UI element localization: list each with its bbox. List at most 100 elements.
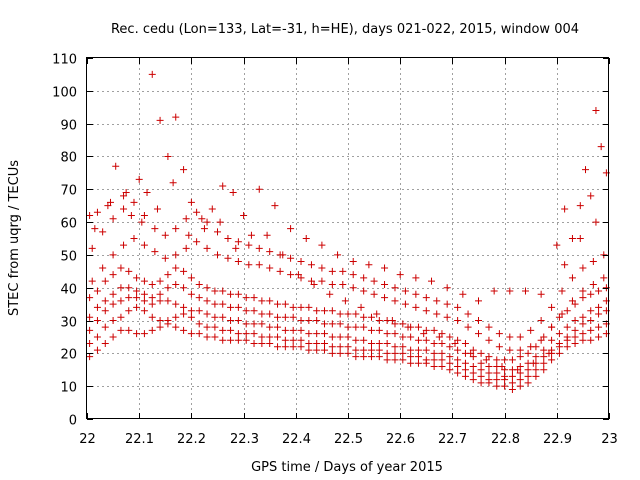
data-point [255,244,263,252]
data-point [164,297,172,305]
data-point [399,349,407,357]
data-point [234,238,242,246]
data-point [88,244,96,252]
data-point [545,349,553,357]
data-point [461,366,469,374]
data-point [477,359,485,367]
data-point [208,205,216,213]
data-point [242,320,250,328]
data-point [401,300,409,308]
data-point [313,330,321,338]
data-point [125,294,133,302]
data-point [101,340,109,348]
data-point [582,166,590,174]
data-point [524,349,532,357]
data-point [477,366,485,374]
data-point [527,343,535,351]
data-point [187,307,195,315]
data-point [370,277,378,285]
data-point [125,284,133,292]
data-point [352,323,360,331]
data-point [339,280,347,288]
data-point [313,307,321,315]
data-point [274,333,282,341]
data-point [140,212,148,220]
data-point [240,212,248,220]
data-point [404,323,412,331]
data-point [579,264,587,272]
data-point [433,297,441,305]
data-point [595,333,603,341]
data-point [516,382,524,390]
data-point [454,356,462,364]
data-point [266,333,274,341]
chart-title: Rec. cedu (Lon=133, Lat=-31, h=HE), days… [111,22,579,37]
data-point [375,346,383,354]
data-point [555,349,563,357]
data-point [532,366,540,374]
data-point [571,340,579,348]
data-point [148,70,156,78]
data-point [381,294,389,302]
data-point [305,317,313,325]
x-tick-label: 22.4 [282,432,311,447]
data-point [133,330,141,338]
data-point [469,376,477,384]
data-point [227,326,235,334]
data-point [469,369,477,377]
data-point [328,349,336,357]
data-point [250,330,258,338]
data-point [266,264,274,272]
data-point [211,333,219,341]
data-point [420,330,428,338]
data-point [224,254,232,262]
data-point [227,290,235,298]
data-point [391,284,399,292]
data-point [130,198,138,206]
data-point [289,336,297,344]
data-point [164,152,172,160]
data-point [274,300,282,308]
data-point [490,287,498,295]
data-point [595,287,603,295]
data-point [563,323,571,331]
data-point [245,261,253,269]
data-point [133,303,141,311]
data-point [344,349,352,357]
data-point [328,343,336,351]
data-point [579,330,587,338]
data-point [161,231,169,239]
data-point [172,300,180,308]
data-point [86,313,94,321]
data-point [219,336,227,344]
data-point [250,307,258,315]
data-point [117,326,125,334]
data-point [493,376,501,384]
data-point [532,353,540,361]
data-point [247,231,255,239]
axis-ticks [87,58,610,420]
data-point [117,313,125,321]
data-point [172,251,180,259]
data-point [422,336,430,344]
data-point [493,369,501,377]
data-point [461,372,469,380]
data-point [214,228,221,236]
data-point [289,343,297,351]
data-point [187,274,195,282]
data-point [493,356,501,364]
x-tick-label: 22.3 [230,432,259,447]
data-point [182,215,190,223]
data-point [540,353,548,361]
data-point [391,349,399,357]
data-point [508,356,516,364]
data-point [109,300,117,308]
data-point [475,330,482,338]
data-point [336,349,344,357]
data-point [307,261,315,269]
data-point [527,326,535,334]
data-point [255,261,263,269]
data-point [185,231,193,239]
data-point [558,287,566,295]
